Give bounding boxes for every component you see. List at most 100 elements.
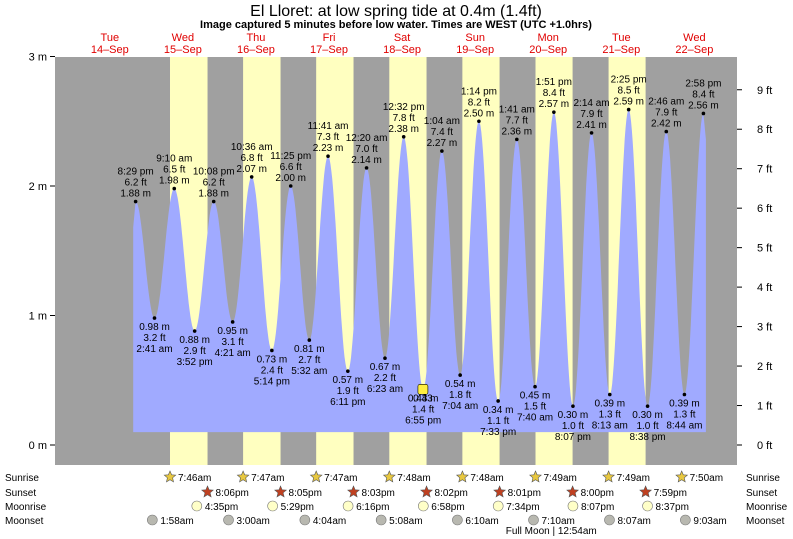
sunset-time: 8:02pm: [435, 488, 468, 499]
tide-height-m: 0.43 m: [408, 393, 439, 404]
tide-height-m: 2.23 m: [313, 143, 344, 154]
tide-time: 5:32 am: [291, 366, 327, 377]
tide-time: 6:55 pm: [405, 415, 441, 426]
sunset-icon: [566, 485, 580, 498]
tide-time: 1:04 am: [424, 116, 460, 127]
moonset-time: 1:58am: [160, 516, 193, 527]
moonrise-icon: [642, 500, 653, 512]
tide-height-m: 2.14 m: [351, 155, 382, 166]
astronomy-rows: Sunrise Sunrise Sunset Sunset Moonrise Moonri…: [5, 470, 788, 537]
moonset-time: 9:03am: [693, 516, 726, 527]
chart-title: El Lloret: at low spring tide at 0.4m (1…: [250, 3, 542, 20]
sunrise-icon: [309, 470, 323, 483]
day-label-date: 21–Sep: [602, 44, 640, 56]
tide-height-ft: 7.0 ft: [355, 144, 377, 155]
low-tide-label: 0.45 m1.5 ft7:40 am: [517, 384, 553, 424]
moonset-icon: [299, 514, 311, 526]
moonset-icon: [604, 514, 615, 526]
tide-height-m: 0.30 m: [558, 410, 589, 421]
tide-point: [270, 348, 274, 353]
moonset-icon: [452, 514, 463, 526]
sunset-time: 8:00pm: [581, 488, 614, 499]
row-label-moonset-right: Moonset: [746, 516, 785, 527]
y-tick-label-m: 3 m: [29, 52, 47, 64]
tide-height-ft: 1.3 ft: [599, 409, 621, 420]
moonset-time: 4:04am: [313, 516, 346, 527]
tide-height-ft: 2.7 ft: [298, 355, 320, 366]
low-tide-label: 0.88 m2.9 ft3:52 pm: [177, 329, 213, 368]
tide-height-m: 2.41 m: [576, 120, 607, 131]
high-tide-label: 1:51 pm8.4 ft2.57 m: [536, 77, 572, 114]
tide-height-m: 2.57 m: [539, 99, 570, 110]
tide-height-m: 0.39 m: [595, 398, 626, 409]
high-tide-label: 10:36 am6.8 ft2.07 m: [231, 142, 273, 179]
sunrise-time: 7:46am: [178, 473, 211, 484]
tide-height-m: 2.56 m: [688, 100, 719, 111]
tide-time: 2:58 pm: [685, 78, 721, 89]
moonset-icon: [147, 514, 158, 526]
low-tide-label: 0.39 m1.3 ft8:44 am: [666, 392, 702, 431]
tide-point: [477, 119, 481, 124]
row-label-sunset-left: Sunset: [5, 488, 36, 499]
tide-time: 8:44 am: [666, 420, 702, 431]
sunset-time: 8:06pm: [216, 488, 249, 499]
moonset-icon: [223, 514, 234, 526]
tide-height-ft: 2.9 ft: [184, 346, 206, 357]
row-label-moonset-left: Moonset: [5, 516, 44, 527]
tide-height-m: 1.98 m: [159, 176, 190, 187]
tide-height-m: 2.59 m: [613, 97, 644, 108]
tide-height-m: 0.88 m: [179, 335, 210, 346]
tide-height-m: 0.30 m: [632, 410, 663, 421]
tide-height-ft: 1.4 ft: [412, 404, 434, 415]
tide-height-m: 2.42 m: [651, 119, 682, 130]
moonrise-time: 4:35pm: [205, 502, 238, 513]
high-tide-label: 12:20 am7.0 ft2.14 m: [346, 133, 387, 170]
day-label-dow: Wed: [172, 32, 194, 44]
y-tick-label-ft: 4 ft: [757, 282, 772, 294]
high-tide-label: 2:58 pm8.4 ft2.56 m: [685, 78, 721, 116]
sunrise-icon: [455, 470, 469, 483]
tide-time: 8:07 pm: [555, 432, 591, 443]
moonrise-time: 6:16pm: [356, 502, 389, 513]
tide-height-ft: 7.4 ft: [431, 127, 453, 138]
tide-height-m: 0.54 m: [445, 379, 476, 390]
tide-point: [401, 134, 406, 139]
tide-curve: [133, 109, 706, 433]
tide-height-ft: 1.0 ft: [636, 421, 658, 432]
tide-time: 6:11 pm: [330, 397, 365, 408]
tide-time: 8:13 am: [592, 420, 628, 431]
low-tide-label: 0.30 m1.0 ft8:07 pm: [555, 404, 591, 443]
moonrise-icon: [267, 500, 278, 512]
y-tick-label-ft: 7 ft: [757, 164, 772, 176]
row-label-sunrise-right: Sunrise: [746, 473, 780, 484]
low-tide-label: 0.98 m3.2 ft2:41 am: [136, 316, 173, 355]
high-tide-label: 1:41 am7.7 ft2.36 m: [499, 104, 535, 142]
sunset-icon: [201, 485, 214, 498]
y-tick-label-ft: 5 ft: [757, 243, 772, 255]
y-tick-label-ft: 3 ft: [757, 322, 772, 334]
tide-point: [645, 404, 650, 408]
sunrise-icon: [675, 470, 689, 483]
tide-point: [552, 110, 556, 114]
tide-height-ft: 6.8 ft: [241, 153, 263, 164]
tide-time: 2:41 am: [136, 344, 172, 355]
sunset-icon: [639, 485, 653, 498]
tide-area: [133, 109, 706, 433]
high-tide-label: 2:46 am7.9 ft2.42 m: [648, 97, 684, 134]
y-tick-label-ft: 2 ft: [757, 361, 772, 373]
high-tide-label: 1:14 pm8.2 ft2.50 m: [461, 86, 497, 124]
tide-time: 7:33 pm: [480, 427, 516, 438]
tide-time: 12:32 pm: [383, 102, 425, 113]
moonset-time: 8:07am: [617, 516, 650, 527]
day-label-dow: Wed: [683, 32, 705, 44]
sunset-icon: [420, 485, 433, 498]
high-tide-label: 1:04 am7.4 ft2.27 m: [424, 116, 460, 153]
sunrise-icon: [236, 470, 250, 483]
tide-height-m: 2.00 m: [275, 173, 306, 184]
moonrise-time: 6:58pm: [431, 502, 464, 513]
tide-height-ft: 8.4 ft: [543, 88, 565, 99]
tide-labels: 8:29 pm6.2 ft1.88 m0.98 m3.2 ft2:41 am9:…: [118, 75, 722, 444]
tide-point: [172, 186, 177, 191]
sunrise-time: 7:47am: [251, 473, 284, 484]
